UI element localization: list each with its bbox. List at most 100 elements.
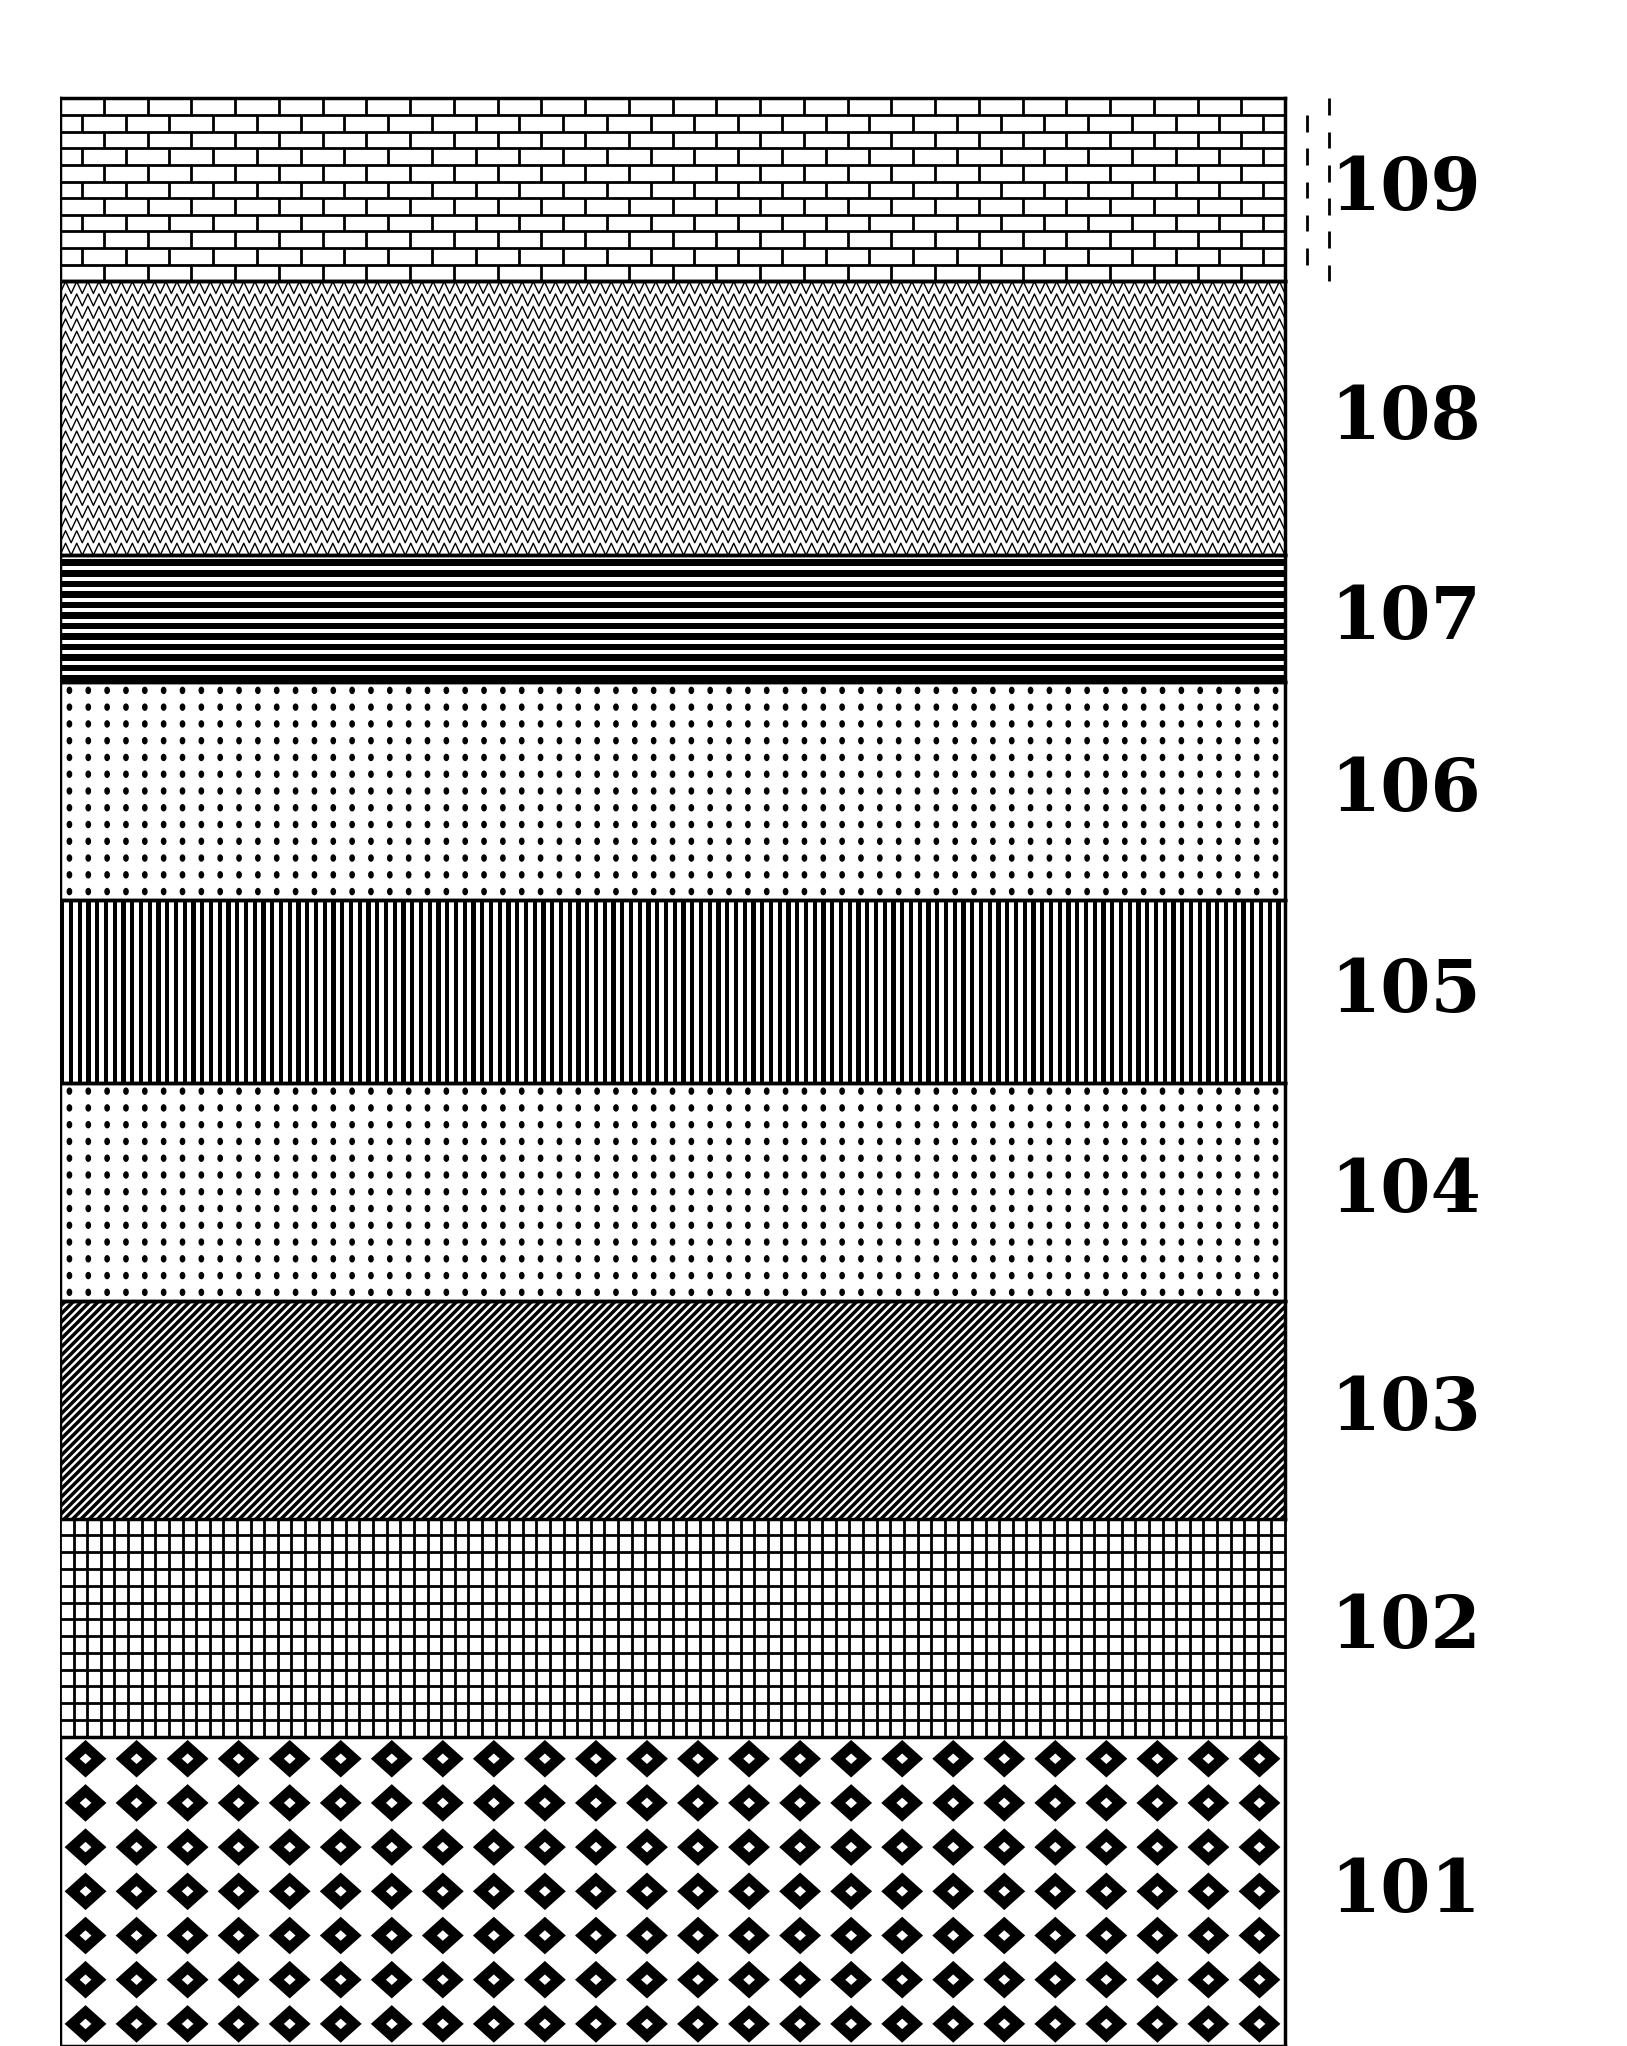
Circle shape <box>708 1221 713 1228</box>
Circle shape <box>1066 822 1071 827</box>
Circle shape <box>651 755 656 761</box>
Circle shape <box>369 1189 373 1195</box>
Bar <box>397 900 402 1082</box>
Circle shape <box>613 872 618 878</box>
Circle shape <box>1180 1221 1183 1228</box>
Circle shape <box>387 788 392 794</box>
Circle shape <box>464 755 467 761</box>
Circle shape <box>1085 855 1088 861</box>
Circle shape <box>708 839 713 845</box>
Circle shape <box>464 704 467 710</box>
Circle shape <box>1048 771 1051 777</box>
Circle shape <box>1217 739 1222 743</box>
Bar <box>327 900 332 1082</box>
Circle shape <box>1123 888 1128 894</box>
Circle shape <box>255 839 260 845</box>
Polygon shape <box>65 1960 106 1999</box>
Circle shape <box>1197 1121 1202 1127</box>
Circle shape <box>1254 1289 1259 1295</box>
Bar <box>60 655 1285 661</box>
Circle shape <box>238 771 241 777</box>
Circle shape <box>1197 872 1202 878</box>
Circle shape <box>124 755 129 761</box>
Circle shape <box>1217 1156 1222 1162</box>
Circle shape <box>1180 872 1183 878</box>
Circle shape <box>218 687 223 694</box>
Circle shape <box>1028 1289 1033 1295</box>
Circle shape <box>1010 687 1014 694</box>
Circle shape <box>1066 755 1071 761</box>
Circle shape <box>407 704 410 710</box>
Polygon shape <box>80 1886 91 1897</box>
Circle shape <box>708 755 713 761</box>
Circle shape <box>690 855 693 861</box>
Circle shape <box>255 855 260 861</box>
Circle shape <box>369 888 373 894</box>
Polygon shape <box>691 1798 704 1809</box>
Circle shape <box>1274 1256 1277 1262</box>
Circle shape <box>1142 771 1145 777</box>
Circle shape <box>916 855 919 861</box>
Circle shape <box>1237 1256 1240 1262</box>
Polygon shape <box>983 1739 1025 1778</box>
Circle shape <box>822 1289 825 1295</box>
Circle shape <box>934 888 939 894</box>
Circle shape <box>991 888 996 894</box>
Circle shape <box>896 704 901 710</box>
Polygon shape <box>1085 1960 1128 1999</box>
Circle shape <box>369 1105 373 1111</box>
Polygon shape <box>677 1784 719 1821</box>
Bar <box>1184 900 1189 1082</box>
Circle shape <box>916 1156 919 1162</box>
Circle shape <box>67 1205 72 1211</box>
Circle shape <box>86 771 91 777</box>
Circle shape <box>218 720 223 726</box>
Circle shape <box>218 739 223 743</box>
Circle shape <box>86 1105 91 1111</box>
Circle shape <box>651 1189 656 1195</box>
Polygon shape <box>335 1886 347 1897</box>
Circle shape <box>690 888 693 894</box>
Circle shape <box>1160 1273 1165 1279</box>
Circle shape <box>670 1156 675 1162</box>
Circle shape <box>106 1273 109 1279</box>
Circle shape <box>1010 1289 1014 1295</box>
Polygon shape <box>268 1960 311 1999</box>
Circle shape <box>67 1273 72 1279</box>
Circle shape <box>1180 788 1183 794</box>
Polygon shape <box>846 2019 857 2030</box>
Circle shape <box>1048 1189 1051 1195</box>
Circle shape <box>576 1156 581 1162</box>
Polygon shape <box>116 1872 158 1911</box>
Circle shape <box>613 1273 618 1279</box>
Circle shape <box>765 1273 770 1279</box>
Circle shape <box>1085 1156 1088 1162</box>
Polygon shape <box>116 1829 158 1866</box>
Circle shape <box>896 872 901 878</box>
Circle shape <box>670 839 675 845</box>
Polygon shape <box>1254 1841 1266 1852</box>
Circle shape <box>690 1138 693 1144</box>
Circle shape <box>255 739 260 743</box>
Polygon shape <box>233 1886 244 1897</box>
Circle shape <box>218 1156 223 1162</box>
Circle shape <box>708 1256 713 1262</box>
Circle shape <box>275 1240 278 1246</box>
Circle shape <box>971 704 976 710</box>
Circle shape <box>1197 1273 1202 1279</box>
Circle shape <box>859 1273 862 1279</box>
Circle shape <box>1142 1289 1145 1295</box>
Polygon shape <box>421 1829 464 1866</box>
Polygon shape <box>779 1829 822 1866</box>
Circle shape <box>877 1256 882 1262</box>
Polygon shape <box>691 1929 704 1942</box>
Circle shape <box>953 822 957 827</box>
Circle shape <box>1142 1273 1145 1279</box>
Circle shape <box>1066 1138 1071 1144</box>
Circle shape <box>124 1289 129 1295</box>
Polygon shape <box>65 1829 106 1866</box>
Circle shape <box>1066 804 1071 810</box>
Circle shape <box>708 1240 713 1246</box>
Circle shape <box>765 771 770 777</box>
Circle shape <box>1180 771 1183 777</box>
